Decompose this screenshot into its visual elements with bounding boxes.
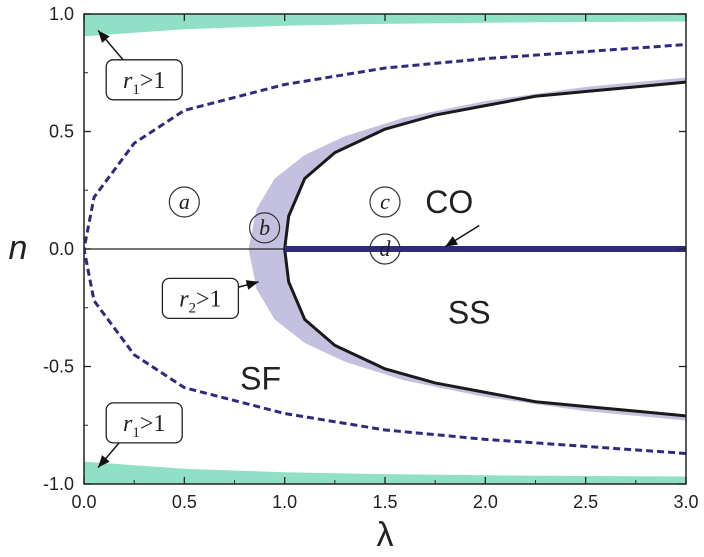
- circle-label-c: c: [380, 189, 390, 214]
- circle-marker-c: [369, 186, 401, 218]
- y-tick-label: 0.0: [49, 239, 74, 259]
- x-tick-label: 2.5: [573, 492, 598, 512]
- co-arrow-head: [445, 236, 459, 247]
- callout-subscript: 1: [132, 425, 140, 441]
- callout-arrow-1-head: [98, 30, 110, 43]
- callout-arrow-2-head: [245, 280, 259, 290]
- callout-box-1: [105, 59, 183, 101]
- y-tick-label: -1.0: [43, 474, 74, 494]
- callout-subscript: 1: [132, 82, 140, 98]
- circle-marker-b: [249, 212, 281, 244]
- y-tick-label: 0.5: [49, 122, 74, 142]
- circle-marker-a: [168, 186, 200, 218]
- callout-var: r: [123, 411, 133, 437]
- r1-region-top: [84, 14, 686, 37]
- x-tick-label: 3.0: [673, 492, 698, 512]
- callout-box-3: [105, 402, 183, 444]
- x-tick-label: 1.0: [272, 492, 297, 512]
- x-tick-label: 0.0: [71, 492, 96, 512]
- region-label-sf: SF: [240, 360, 281, 396]
- callout-condition: >1: [196, 286, 222, 312]
- y-tick-label: -0.5: [43, 357, 74, 377]
- circle-label-b: b: [259, 215, 270, 240]
- callout-var: r: [179, 286, 189, 312]
- circle-marker-d: [369, 233, 401, 265]
- r1-region-bottom: [84, 461, 686, 484]
- dashed-boundary-line: [84, 43, 686, 455]
- callout-condition: >1: [140, 68, 166, 94]
- y-axis-title: n: [9, 229, 28, 267]
- callout-arrow-3-head: [98, 455, 110, 468]
- x-tick-label: 0.5: [172, 492, 197, 512]
- region-label-co: CO: [425, 184, 473, 220]
- y-tick-label: 1.0: [49, 4, 74, 24]
- callout-box-2: [161, 277, 240, 320]
- plot-area: [84, 14, 686, 484]
- x-tick-label: 2.0: [473, 492, 498, 512]
- x-tick-label: 1.5: [372, 492, 397, 512]
- circle-label-a: a: [179, 189, 190, 214]
- callout-text-1: r1>1: [123, 68, 165, 98]
- x-axis-title: λ: [377, 516, 394, 554]
- callout-subscript: 2: [189, 300, 197, 316]
- circle-label-d: d: [380, 236, 392, 261]
- region-label-ss: SS: [448, 294, 491, 330]
- callout-text-3: r1>1: [123, 411, 165, 441]
- callout-text-2: r2>1: [179, 286, 221, 316]
- callout-condition: >1: [140, 411, 166, 437]
- callout-var: r: [123, 68, 133, 94]
